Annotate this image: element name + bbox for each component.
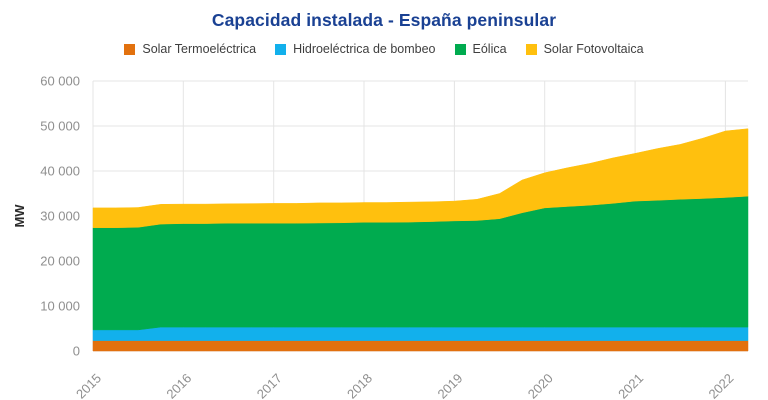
- legend-label: Solar Fotovoltaica: [543, 42, 644, 56]
- y-tick-label: 30 000: [40, 209, 80, 224]
- legend-label: Eólica: [472, 42, 507, 56]
- y-tick-label: 10 000: [40, 299, 80, 314]
- y-tick-label: 60 000: [40, 74, 80, 89]
- x-tick-label: 2017: [254, 371, 285, 400]
- x-tick-label: 2016: [163, 371, 194, 400]
- x-tick-label: 2022: [705, 371, 736, 400]
- x-tick-label: 2020: [525, 371, 556, 400]
- x-tick-label: 2015: [73, 371, 104, 400]
- legend-swatch-icon: [525, 43, 537, 55]
- y-tick-label: 40 000: [40, 164, 80, 179]
- legend-item-hidroelectrica-de-bombeo[interactable]: Hidroeléctrica de bombeo: [275, 42, 436, 56]
- chart-title: Capacidad instalada - España peninsular: [211, 10, 557, 30]
- legend-item-solar-termoelectrica[interactable]: Solar Termoeléctrica: [124, 42, 256, 56]
- y-tick-label: 50 000: [40, 119, 80, 134]
- y-tick-label: 0: [73, 344, 80, 359]
- legend-label: Solar Termoeléctrica: [142, 42, 257, 56]
- x-tick-label: 2019: [434, 371, 465, 400]
- legend-swatch-icon: [454, 43, 466, 55]
- legend-swatch-icon: [275, 43, 287, 55]
- y-tick-label: 20 000: [40, 254, 80, 269]
- x-tick-label: 2018: [344, 371, 375, 400]
- legend-label: Hidroeléctrica de bombeo: [293, 42, 436, 56]
- legend-item-solar-fotovoltaica[interactable]: Solar Fotovoltaica: [525, 42, 644, 56]
- x-tick-label: 2021: [615, 371, 646, 400]
- legend-item-eolica[interactable]: Eólica: [454, 42, 507, 56]
- legend: Solar Termoeléctrica Hidroeléctrica de b…: [0, 42, 768, 56]
- legend-swatch-icon: [124, 43, 136, 55]
- area-hidroelectrica-de-bombeo: [92, 326, 749, 341]
- area-solar-termoelectrica: [92, 340, 749, 352]
- y-axis-label: MW: [12, 204, 27, 228]
- area-solar-fotovoltaica: [92, 128, 749, 228]
